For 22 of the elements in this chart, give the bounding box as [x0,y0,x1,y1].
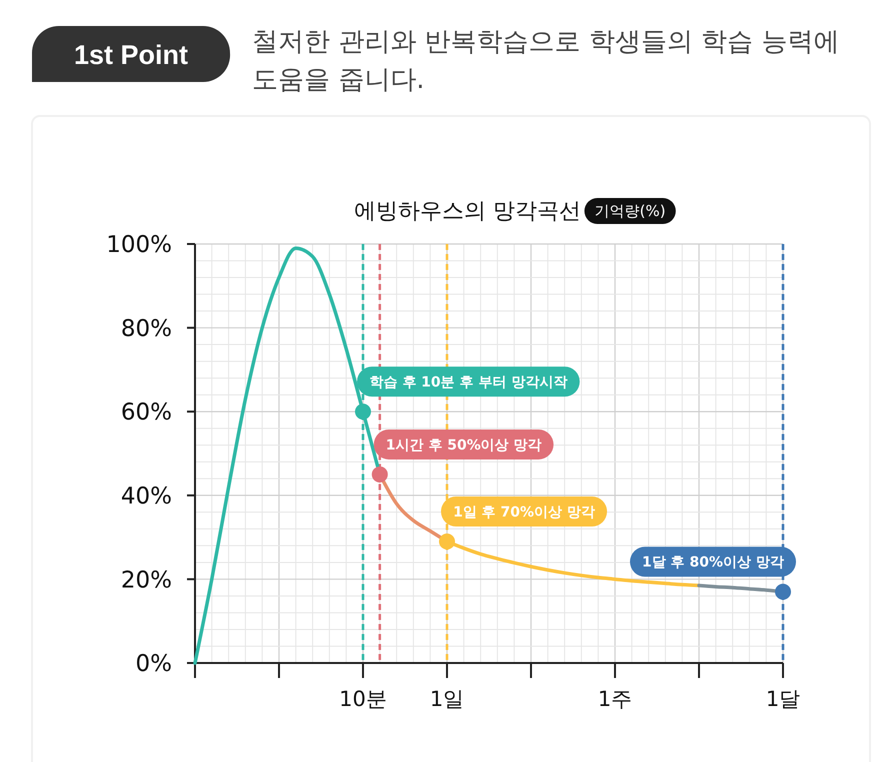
annotation: 학습 후 10분 후 부터 망각시작 [369,374,568,390]
y-tick-label: 60% [120,400,172,426]
y-tick-label: 80% [120,316,172,342]
x-tick-label: 1주 [598,687,632,711]
x-tick-label: 1일 [430,687,464,711]
y-tick-label: 0% [136,651,172,678]
x-tick-label: 1달 [766,687,800,711]
text: 1st Point [74,40,188,70]
chart-title: 에빙하우스의 망각곡선 [354,199,582,224]
annotation: 1일 후 70%이상 망각 [453,504,595,520]
y-tick-label: 20% [120,567,172,594]
point [372,466,388,482]
y-tick-label: 40% [120,483,172,510]
annotation: 1시간 후 50%이상 망각 [386,437,542,454]
x-tick-label: 10분 [339,687,387,711]
y-axis-title: 기억량(%) [594,202,666,220]
point [775,584,791,600]
point [355,404,371,420]
text: 철저한 관리와 반복학습으로 학생들의 학습 능력에 도움을 줍니다. [252,27,840,95]
y-tick-label: 100% [106,232,172,258]
point [439,533,455,550]
annotation: 1달 후 80%이상 망각 [642,554,784,571]
